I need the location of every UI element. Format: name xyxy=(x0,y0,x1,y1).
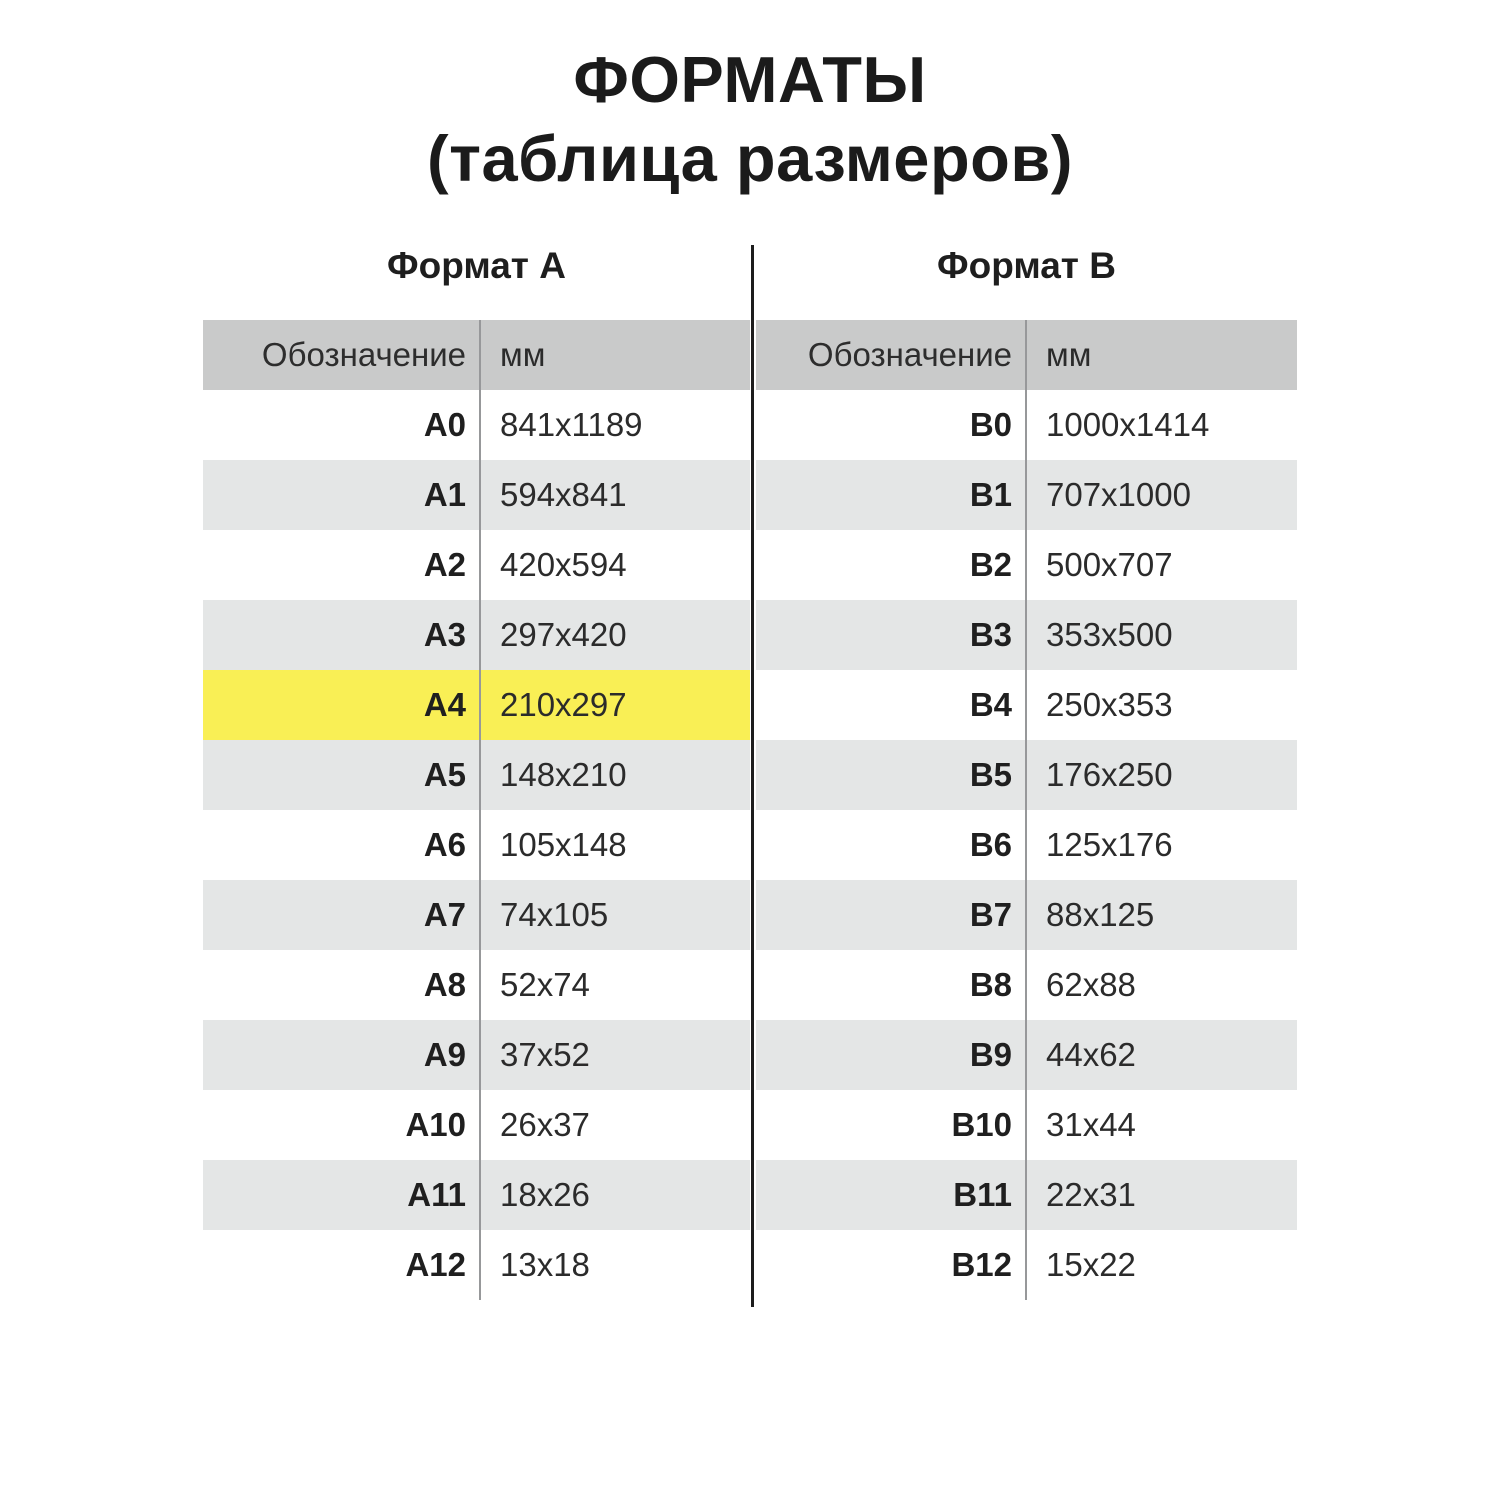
format-size: 500x707 xyxy=(1025,530,1297,600)
format-label: B9 xyxy=(969,1036,1012,1073)
format-label: A8 xyxy=(423,966,466,1003)
table-row: A3 297x420 xyxy=(203,600,750,670)
format-size: 62x88 xyxy=(1025,950,1297,1020)
title-block: ФОРМАТЫ (таблица размеров) xyxy=(0,40,1500,198)
format-size: 74x105 xyxy=(479,880,750,950)
format-size: 52x74 xyxy=(479,950,750,1020)
table-row: B2 500x707 xyxy=(756,530,1297,600)
table-row: B9 44x62 xyxy=(756,1020,1297,1090)
table-row: B8 62x88 xyxy=(756,950,1297,1020)
format-label: B8 xyxy=(969,966,1012,1003)
format-label: B12 xyxy=(951,1246,1012,1283)
format-label: B11 xyxy=(953,1176,1012,1213)
format-label: B6 xyxy=(969,826,1012,863)
format-label: A6 xyxy=(423,826,466,863)
format-size: 105x148 xyxy=(479,810,750,880)
format-label: A2 xyxy=(423,546,466,583)
format-a-heading: Формат А xyxy=(387,245,566,286)
designation-header: Обозначение xyxy=(807,336,1012,373)
table-row: A10 26x37 xyxy=(203,1090,750,1160)
table-row: A5 148x210 xyxy=(203,740,750,810)
format-label: A0 xyxy=(423,406,466,443)
format-size: 1000x1414 xyxy=(1025,390,1297,460)
format-size: 125x176 xyxy=(1025,810,1297,880)
table-row: B11 22x31 xyxy=(756,1160,1297,1230)
format-a-rows: Обозначение мм A0 841x1189 A1 594x841 A2 420x59… xyxy=(203,320,750,1300)
table-row: A7 74x105 xyxy=(203,880,750,950)
table-row: B1 707x1000 xyxy=(756,460,1297,530)
table-row: A11 18x26 xyxy=(203,1160,750,1230)
format-size: 250x353 xyxy=(1025,670,1297,740)
format-size: 353x500 xyxy=(1025,600,1297,670)
format-label: A4 xyxy=(423,686,466,723)
format-size: 297x420 xyxy=(479,600,750,670)
table-row: A0 841x1189 xyxy=(203,390,750,460)
format-size: 31x44 xyxy=(1025,1090,1297,1160)
unit-header: мм xyxy=(1025,320,1297,390)
page-title: ФОРМАТЫ xyxy=(573,43,927,116)
unit-header: мм xyxy=(479,320,750,390)
format-b-table: Формат B Обозначение мм B0 1000x1414 B1 707x1… xyxy=(756,240,1297,1300)
format-label: B3 xyxy=(969,616,1012,653)
format-label: B10 xyxy=(951,1106,1012,1143)
table-row: A2 420x594 xyxy=(203,530,750,600)
table-row: B7 88x125 xyxy=(756,880,1297,950)
designation-header: Обозначение xyxy=(261,336,466,373)
table-row: A4 210x297 xyxy=(203,670,750,740)
format-label: A10 xyxy=(405,1106,466,1143)
table-row: A12 13x18 xyxy=(203,1230,750,1300)
format-label: B2 xyxy=(969,546,1012,583)
page-subtitle: (таблица размеров) xyxy=(427,122,1073,195)
format-size: 210x297 xyxy=(479,670,750,740)
format-label: A5 xyxy=(423,756,466,793)
format-label: A1 xyxy=(423,476,466,513)
format-size: 841x1189 xyxy=(479,390,750,460)
table-row: B4 250x353 xyxy=(756,670,1297,740)
format-label: B1 xyxy=(969,476,1012,513)
format-size: 594x841 xyxy=(479,460,750,530)
format-label: A3 xyxy=(423,616,466,653)
format-label: A12 xyxy=(405,1246,466,1283)
table-row: Обозначение мм xyxy=(203,320,750,390)
format-label: B4 xyxy=(969,686,1012,723)
format-b-rows: Обозначение мм B0 1000x1414 B1 707x1000 B2 500x… xyxy=(756,320,1297,1300)
table-row: B3 353x500 xyxy=(756,600,1297,670)
table-row: B5 176x250 xyxy=(756,740,1297,810)
format-b-heading: Формат B xyxy=(937,245,1116,286)
format-size: 13x18 xyxy=(479,1230,750,1300)
format-a-table: Формат А Обозначение мм A0 841x1189 A1 594x84… xyxy=(203,240,750,1300)
format-size: 26x37 xyxy=(479,1090,750,1160)
format-label: B5 xyxy=(969,756,1012,793)
table-row: B0 1000x1414 xyxy=(756,390,1297,460)
format-label: A11 xyxy=(407,1176,466,1213)
table-row: B12 15x22 xyxy=(756,1230,1297,1300)
format-size: 18x26 xyxy=(479,1160,750,1230)
table-row: A9 37x52 xyxy=(203,1020,750,1090)
format-size: 15x22 xyxy=(1025,1230,1297,1300)
format-size: 176x250 xyxy=(1025,740,1297,810)
format-size: 707x1000 xyxy=(1025,460,1297,530)
table-row: Обозначение мм xyxy=(756,320,1297,390)
format-size: 148x210 xyxy=(479,740,750,810)
format-label: B7 xyxy=(969,896,1012,933)
format-size: 44x62 xyxy=(1025,1020,1297,1090)
center-divider-line xyxy=(751,245,754,1307)
format-label: B0 xyxy=(969,406,1012,443)
format-size: 420x594 xyxy=(479,530,750,600)
table-row: A8 52x74 xyxy=(203,950,750,1020)
format-label: A7 xyxy=(423,896,466,933)
table-row: B6 125x176 xyxy=(756,810,1297,880)
format-label: A9 xyxy=(423,1036,466,1073)
format-size: 88x125 xyxy=(1025,880,1297,950)
format-size: 37x52 xyxy=(479,1020,750,1090)
format-size: 22x31 xyxy=(1025,1160,1297,1230)
table-row: B10 31x44 xyxy=(756,1090,1297,1160)
table-row: A1 594x841 xyxy=(203,460,750,530)
table-row: A6 105x148 xyxy=(203,810,750,880)
